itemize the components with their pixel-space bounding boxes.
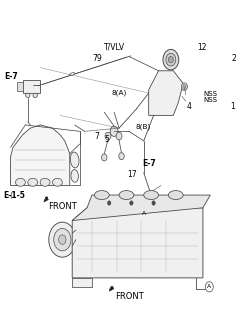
Circle shape (183, 85, 186, 89)
Circle shape (141, 204, 147, 212)
Ellipse shape (53, 178, 62, 186)
Text: A: A (207, 284, 212, 289)
Polygon shape (44, 197, 49, 202)
Ellipse shape (33, 93, 37, 98)
Circle shape (119, 153, 124, 160)
Ellipse shape (144, 191, 158, 199)
Circle shape (140, 209, 147, 218)
Circle shape (166, 53, 176, 66)
Ellipse shape (40, 178, 50, 186)
Circle shape (54, 228, 71, 251)
Text: 12: 12 (197, 43, 206, 52)
Ellipse shape (70, 152, 79, 168)
Polygon shape (109, 286, 114, 291)
Circle shape (105, 132, 111, 140)
Ellipse shape (71, 170, 78, 182)
Text: 7: 7 (94, 132, 99, 140)
Text: NSS: NSS (203, 97, 217, 103)
Text: 2: 2 (231, 54, 236, 63)
Text: NSS: NSS (203, 92, 217, 97)
Text: FRONT: FRONT (115, 292, 143, 301)
Text: T/VLV: T/VLV (104, 42, 125, 52)
Ellipse shape (119, 191, 134, 199)
Text: E-1-5: E-1-5 (3, 191, 25, 200)
Ellipse shape (15, 178, 25, 186)
Text: 79: 79 (92, 54, 102, 63)
Text: 1: 1 (230, 102, 235, 111)
Text: E-7: E-7 (143, 159, 156, 168)
Polygon shape (11, 125, 70, 186)
Text: FRONT: FRONT (48, 202, 77, 211)
Polygon shape (149, 71, 183, 116)
Polygon shape (72, 208, 203, 278)
Text: 5: 5 (104, 135, 109, 144)
Ellipse shape (26, 93, 30, 98)
Text: E-7: E-7 (4, 72, 18, 81)
Text: 4: 4 (187, 102, 192, 111)
Ellipse shape (70, 72, 75, 76)
Polygon shape (72, 195, 210, 220)
Text: 8(B): 8(B) (136, 124, 151, 131)
Circle shape (163, 50, 179, 70)
Circle shape (49, 222, 76, 257)
Circle shape (102, 154, 107, 161)
Circle shape (107, 201, 111, 205)
Text: 17: 17 (128, 170, 137, 179)
Circle shape (130, 201, 133, 205)
Polygon shape (23, 80, 40, 93)
Ellipse shape (168, 191, 183, 199)
Circle shape (110, 126, 118, 136)
Polygon shape (72, 278, 92, 287)
Text: 8(A): 8(A) (112, 89, 127, 96)
Ellipse shape (94, 191, 109, 199)
Circle shape (152, 201, 155, 205)
Text: A: A (142, 211, 146, 216)
Circle shape (168, 56, 173, 63)
Ellipse shape (28, 178, 38, 186)
Circle shape (59, 235, 66, 244)
Circle shape (116, 132, 122, 140)
Circle shape (205, 282, 213, 292)
Circle shape (182, 83, 187, 91)
Polygon shape (17, 82, 23, 92)
